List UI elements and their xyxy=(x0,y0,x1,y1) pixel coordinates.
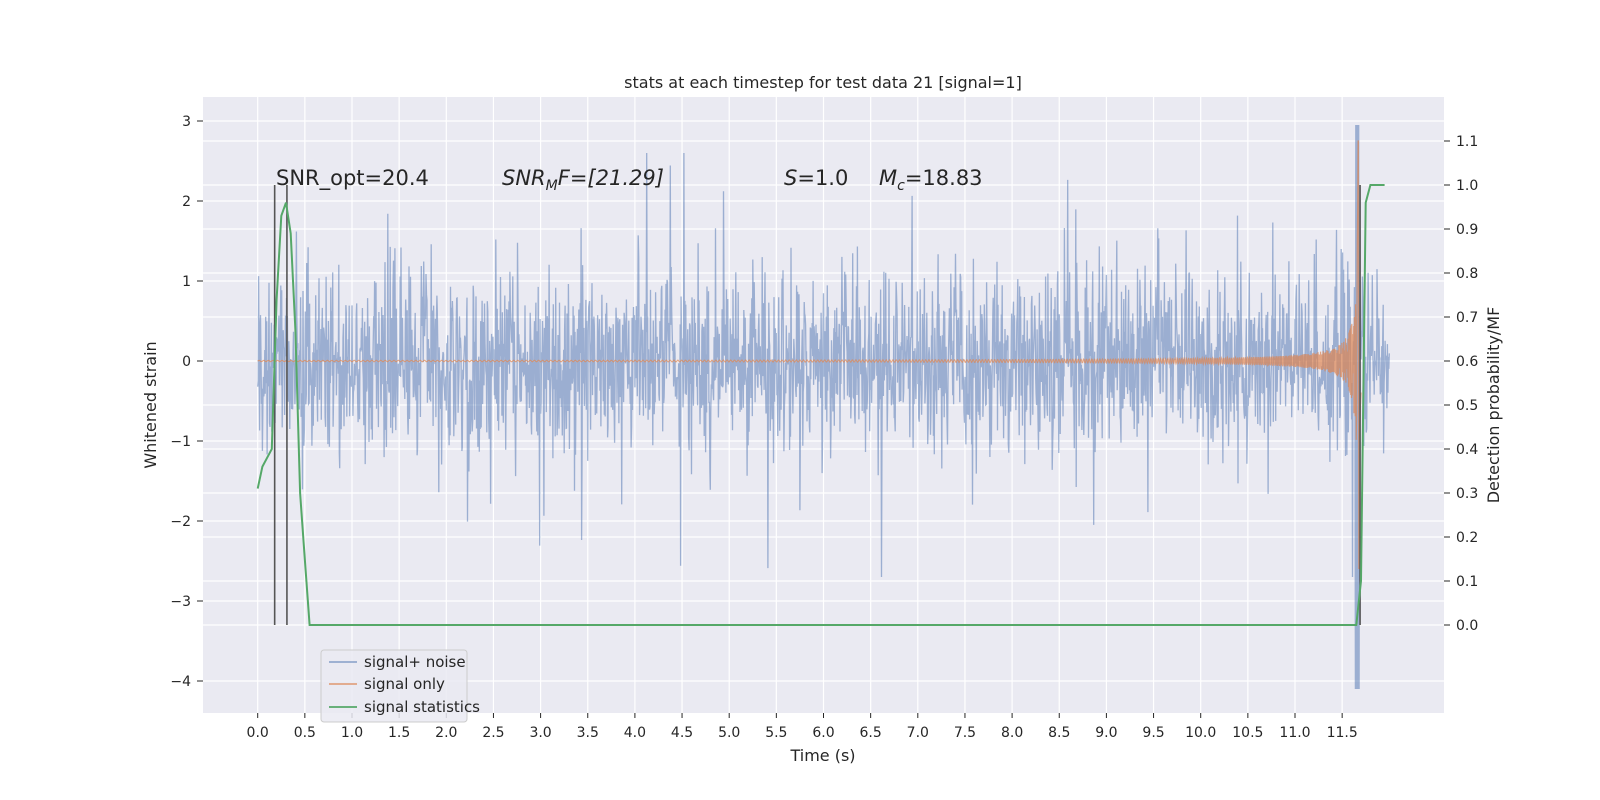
x-tick-label: 7.5 xyxy=(954,725,976,741)
legend-label-signal-statistics: signal statistics xyxy=(364,698,480,716)
y2-tick-label: 0.2 xyxy=(1456,530,1478,546)
x-tick-label: 2.5 xyxy=(482,725,504,741)
x-tick-label: 5.0 xyxy=(718,725,740,741)
y-tick-label: −4 xyxy=(170,674,191,690)
x-tick-label: 11.5 xyxy=(1327,725,1358,741)
x-tick-label: 10.0 xyxy=(1185,725,1216,741)
y2-tick-label: 0.4 xyxy=(1456,442,1478,458)
series-signal-only xyxy=(257,140,1362,570)
x-tick-label: 2.0 xyxy=(435,725,457,741)
x-tick-label: 8.5 xyxy=(1048,725,1070,741)
legend-label-signal-noise: signal+ noise xyxy=(364,653,466,671)
x-tick-label: 8.0 xyxy=(1001,725,1023,741)
annotation-s: S=1.0 xyxy=(784,166,848,190)
y2-tick-label: 0.0 xyxy=(1456,618,1478,634)
x-axis-label: Time (s) xyxy=(789,746,855,765)
y2-tick-label: 1.1 xyxy=(1456,134,1478,150)
y-tick-label: −3 xyxy=(170,594,191,610)
series-line-signal-statistics xyxy=(256,184,1385,626)
y2-tick-label: 0.3 xyxy=(1456,486,1478,502)
x-tick-label: 10.5 xyxy=(1232,725,1263,741)
x-tick-label: 1.5 xyxy=(388,725,410,741)
x-tick-label: 9.5 xyxy=(1142,725,1164,741)
x-tick-label: 6.5 xyxy=(860,725,882,741)
series-line-signal-only xyxy=(257,140,1362,570)
annotation-snr-mf: SNRMF=[21.29] xyxy=(502,166,664,194)
series-signal-statistics xyxy=(256,184,1385,626)
y2-tick-label: 0.9 xyxy=(1456,222,1478,238)
annotation-snr-opt: SNR_opt=20.4 xyxy=(276,166,429,191)
x-tick-label: 4.5 xyxy=(671,725,693,741)
series-signal-noise xyxy=(257,124,1390,690)
y2-tick-label: 1.0 xyxy=(1456,178,1478,194)
y-tick-label: 1 xyxy=(182,274,191,290)
x-tick-label: 1.0 xyxy=(341,725,363,741)
y-tick-label: −2 xyxy=(170,514,191,530)
y-tick-label: 0 xyxy=(182,354,191,370)
y2-tick-label: 0.7 xyxy=(1456,310,1478,326)
y2-tick-label: 0.5 xyxy=(1456,398,1478,414)
x-tick-label: 4.0 xyxy=(624,725,646,741)
annotations: SNR_opt=20.4 SNRMF=[21.29] S=1.0 Mc=18.8… xyxy=(276,166,983,194)
y-tick-label: −1 xyxy=(170,434,191,450)
x-tick-label: 3.5 xyxy=(577,725,599,741)
y2-tick-label: 0.6 xyxy=(1456,354,1478,370)
x-tick-label: 0.5 xyxy=(294,725,316,741)
y-tick-label: 3 xyxy=(182,114,191,130)
y-tick-label: 2 xyxy=(182,194,191,210)
y2-axis-label: Detection probability/MF xyxy=(1484,307,1503,504)
x-tick-label: 0.0 xyxy=(247,725,269,741)
chart-title: stats at each timestep for test data 21 … xyxy=(624,73,1022,92)
y2-tick-label: 0.1 xyxy=(1456,574,1478,590)
vertical-marker-lines xyxy=(273,185,1361,625)
x-tick-label: 9.0 xyxy=(1095,725,1117,741)
x-tick-label: 5.5 xyxy=(765,725,787,741)
tick-labels: 0.0 0.5 1.0 1.5 2.0 2.5 3.0 3.5 4.0 4.5 5.0 5.5 6.0 6… xyxy=(170,114,1478,741)
y-axis-label: Whitened strain xyxy=(141,341,160,468)
y2-tick-label: 0.8 xyxy=(1456,266,1478,282)
x-tick-label: 7.0 xyxy=(907,725,929,741)
legend: signal+ noise signal only signal statist… xyxy=(320,649,480,723)
legend-box xyxy=(320,649,468,723)
annotation-mc: Mc=18.83 xyxy=(879,166,983,194)
x-tick-label: 6.0 xyxy=(812,725,834,741)
legend-label-signal-only: signal only xyxy=(364,675,445,693)
x-tick-label: 3.0 xyxy=(529,725,551,741)
series-line-signal-noise xyxy=(257,124,1390,690)
x-tick-label: 11.0 xyxy=(1279,725,1310,741)
